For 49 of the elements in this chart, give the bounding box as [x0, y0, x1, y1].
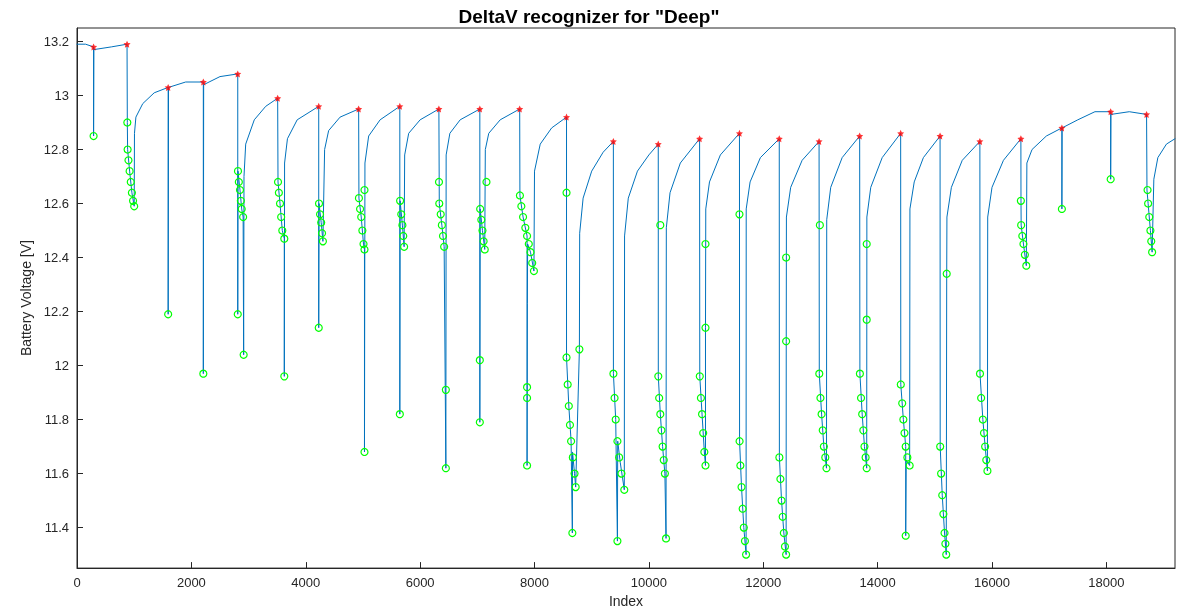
point — [274, 94, 282, 102]
y-tick-label: 12.8 — [43, 142, 69, 158]
y-tick-label: 13 — [54, 88, 69, 104]
y-axis-title: Battery Voltage [V] — [17, 240, 34, 357]
point — [775, 135, 783, 143]
y-tick-label: 13.2 — [43, 34, 69, 49]
point — [654, 140, 662, 148]
point — [164, 83, 172, 91]
point — [123, 40, 131, 48]
point — [355, 105, 363, 113]
point — [735, 129, 743, 137]
y-tick-label: 11.6 — [44, 466, 69, 482]
x-tick-label: 10000 — [630, 575, 667, 591]
x-tick-label: 6000 — [405, 575, 435, 591]
x-tick-label: 4000 — [291, 575, 321, 591]
point — [897, 129, 905, 137]
x-tick-label: 16000 — [973, 575, 1011, 591]
point — [1017, 135, 1025, 143]
x-tick-label: 2000 — [176, 575, 206, 591]
point — [976, 137, 984, 145]
y-tick-label: 12.6 — [43, 196, 69, 212]
point — [234, 70, 242, 78]
point — [1107, 108, 1115, 116]
point — [396, 102, 404, 110]
x-axis-title: Index — [608, 593, 644, 609]
point — [315, 102, 323, 110]
point — [435, 105, 443, 113]
point — [815, 137, 823, 145]
y-tick-label: 12 — [54, 358, 69, 374]
x-tick-label: 8000 — [520, 575, 549, 591]
point — [199, 78, 207, 86]
y-tick-label: 12.2 — [43, 304, 69, 320]
point — [1058, 124, 1066, 132]
point — [476, 105, 484, 113]
y-tick-label: 12.4 — [43, 250, 69, 266]
y-tick-label: 11.8 — [44, 412, 69, 428]
point — [856, 132, 864, 140]
point — [563, 113, 571, 121]
y-tick-label: 11.4 — [44, 520, 69, 536]
x-tick-label: 0 — [73, 575, 81, 591]
point — [609, 137, 617, 145]
point — [936, 132, 944, 140]
x-tick-label: 12000 — [745, 575, 782, 591]
chart-title: DeltaV recognizer for "Deep" — [458, 6, 720, 27]
point — [1143, 110, 1151, 118]
x-tick-label: 18000 — [1088, 575, 1125, 591]
point — [516, 105, 524, 113]
point — [90, 43, 98, 51]
x-tick-label: 14000 — [859, 575, 896, 591]
